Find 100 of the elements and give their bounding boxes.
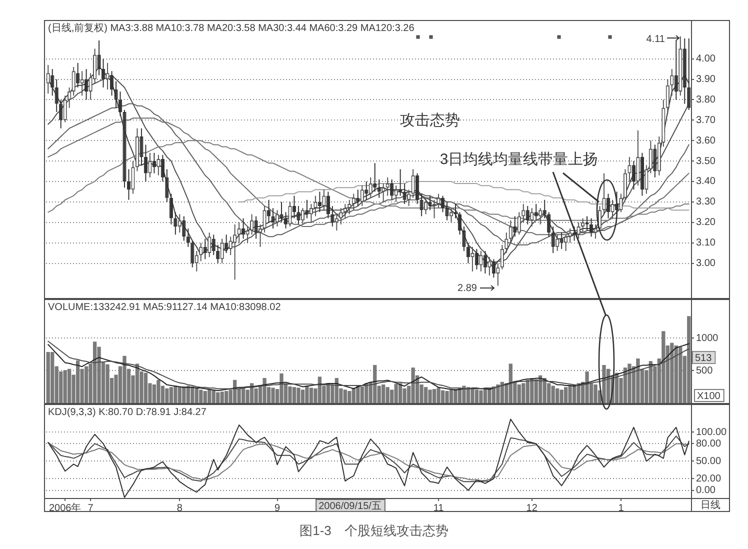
chart-title: KDJ(9,3,3) K:80.70 D:78.91 J:84.27 [48, 406, 207, 418]
annotation: 攻击态势 [400, 112, 460, 130]
bar [165, 388, 169, 403]
x-tick-label: 11 [433, 502, 444, 514]
bar [474, 390, 479, 403]
annotation: 4.11 [646, 34, 666, 45]
bar [382, 384, 386, 403]
bar [352, 388, 356, 403]
y-axis-title: X100 [697, 390, 721, 402]
bar [440, 390, 445, 403]
bar [508, 364, 512, 403]
bar [483, 389, 488, 403]
text: 513 [695, 352, 712, 364]
bar [623, 368, 628, 403]
bar [84, 366, 88, 403]
bar [564, 387, 568, 403]
bar [386, 387, 390, 403]
bar [479, 390, 483, 403]
bar [203, 390, 207, 403]
bar [300, 390, 305, 403]
caption: 图1-3 个股短线攻击态势 [298, 522, 450, 540]
bar [292, 387, 296, 403]
bar [152, 384, 156, 403]
bar [208, 389, 212, 403]
bar [436, 388, 440, 403]
x-tick-label: 9 [274, 502, 280, 514]
bar [135, 364, 140, 403]
bar [174, 386, 178, 403]
bar [517, 384, 521, 403]
bar [560, 390, 564, 403]
bar [318, 376, 322, 403]
bar [199, 390, 203, 403]
bar [674, 345, 678, 403]
y-tick-label: 0.00 [696, 485, 716, 496]
bar [360, 386, 364, 403]
bar [271, 388, 275, 403]
bar [428, 390, 432, 403]
bar [522, 383, 526, 403]
bar [602, 364, 606, 403]
x-tick-label: 2006年 [48, 502, 82, 514]
bar [122, 356, 126, 403]
bar [466, 387, 470, 403]
bar [398, 383, 402, 403]
bar [305, 386, 309, 403]
bar [156, 380, 160, 403]
bar [432, 389, 436, 403]
bar [687, 316, 691, 403]
bar [500, 382, 504, 403]
bar [445, 390, 449, 403]
y-tick-label: 3.30 [696, 196, 716, 208]
bar [106, 364, 110, 403]
y-tick-label: 500 [696, 365, 714, 376]
y-tick-label: 3.90 [696, 74, 716, 86]
y-tick-label: 3.20 [696, 217, 716, 228]
bar [628, 364, 632, 403]
text: 日线 [700, 498, 720, 511]
bar [280, 373, 284, 403]
bar [262, 378, 266, 403]
annotation: 2.89 [458, 282, 478, 294]
text: 2006/09/15/五 [318, 500, 382, 512]
x-tick-label: 7 [88, 502, 94, 514]
bar [594, 384, 598, 403]
bar [178, 387, 182, 403]
bar [556, 388, 560, 403]
bar [636, 358, 640, 403]
bar [424, 387, 428, 403]
bar [212, 390, 216, 403]
y-tick-label: 3.80 [696, 94, 716, 106]
y-tick-label: 3.10 [696, 238, 716, 249]
bar [496, 384, 500, 403]
bar [462, 386, 466, 403]
bar [343, 390, 347, 403]
bar [169, 387, 174, 403]
bar [576, 383, 580, 403]
bar [526, 380, 530, 403]
bar [648, 361, 653, 403]
bar [296, 388, 300, 403]
bar [224, 390, 228, 403]
bar [662, 331, 666, 403]
bar [194, 388, 198, 403]
y-tick-label: 3.50 [696, 156, 716, 167]
bar [394, 384, 398, 403]
y-tick-label: 4.00 [696, 54, 716, 65]
y-tick-label: 3.00 [696, 258, 716, 269]
bar [220, 392, 224, 403]
x-tick-label: 8 [176, 502, 183, 514]
bar [68, 368, 72, 403]
bar [454, 389, 458, 403]
bar [144, 372, 148, 403]
bar [449, 390, 454, 403]
y-tick-label: 3.70 [696, 114, 716, 126]
bar [348, 390, 352, 403]
bar [470, 388, 474, 403]
bar [76, 360, 80, 403]
chart-title: (日线,前复权) MA3:3.88 MA10:3.78 MA20:3.58 MA30:3.44 MA60:3.29 MA120:3.26 [48, 22, 415, 34]
y-tick-label: 50.00 [696, 456, 722, 467]
bar [309, 388, 314, 403]
bar [46, 352, 50, 403]
chart-title: VOLUME:133242.91 MA5:91127.14 MA10:83098.02 [48, 302, 282, 313]
y-tick-label: 80.00 [696, 438, 722, 450]
